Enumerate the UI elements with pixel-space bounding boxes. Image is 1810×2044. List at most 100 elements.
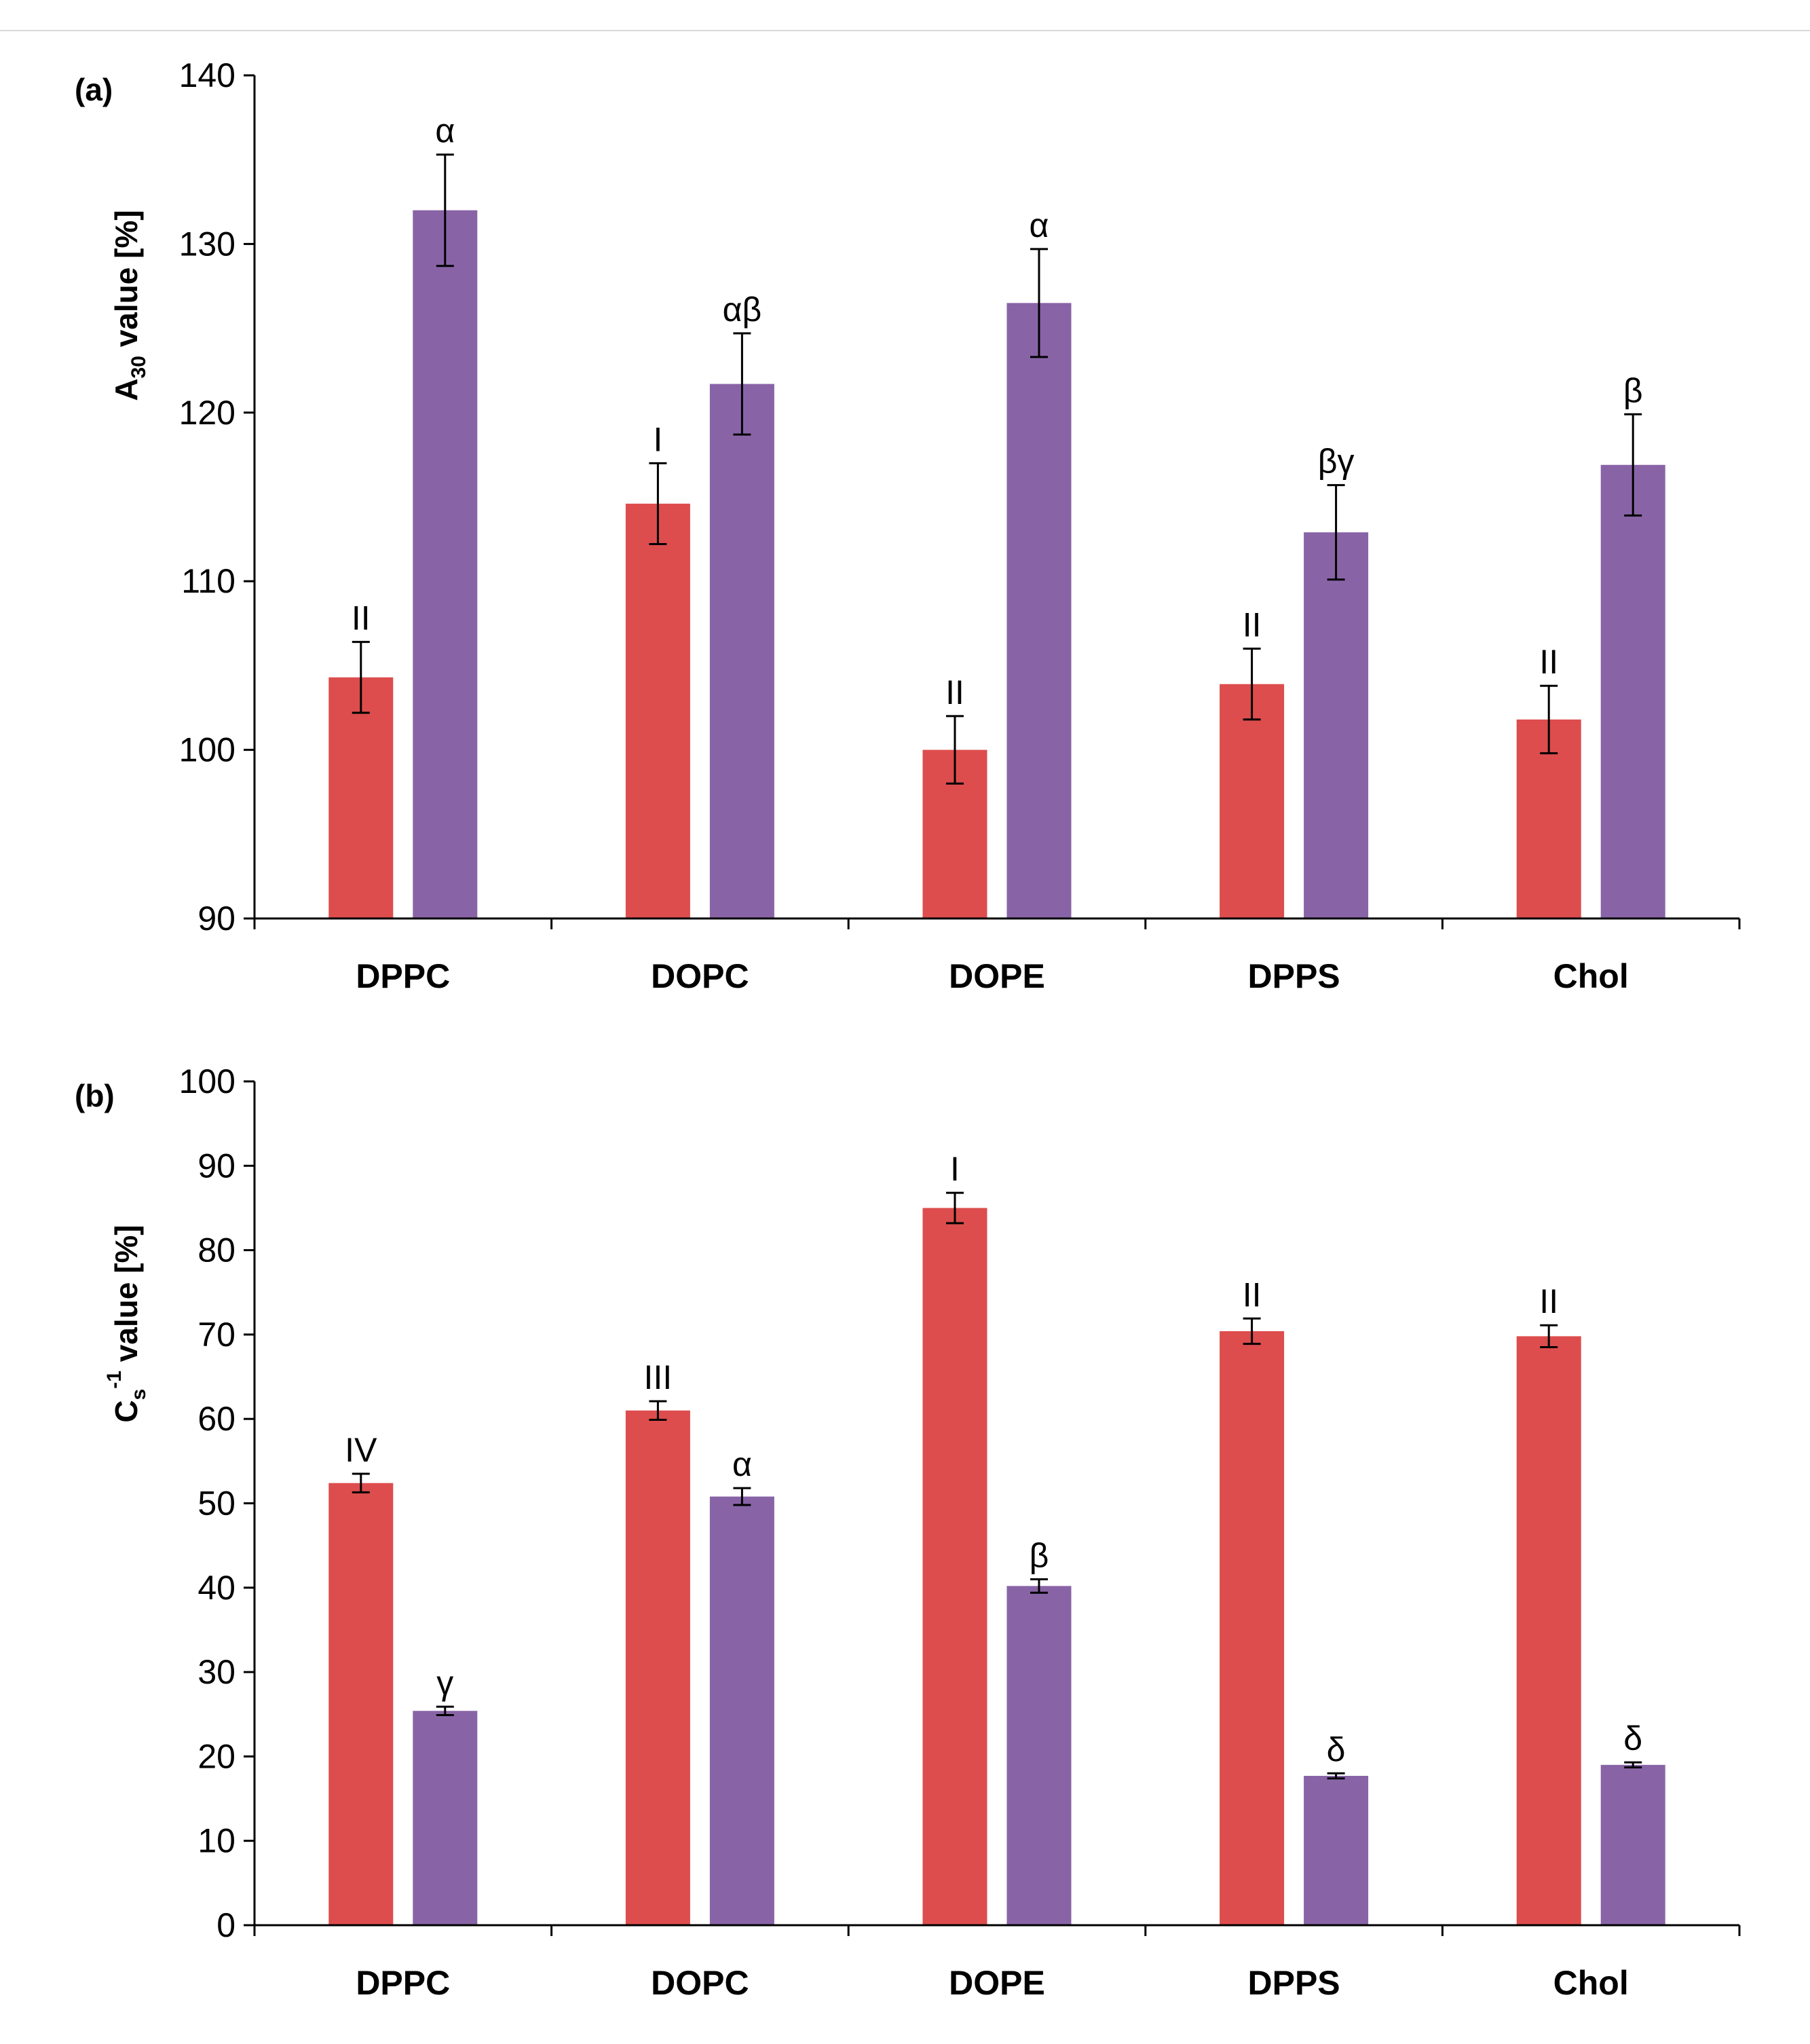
bar-dppc-series-2 (413, 1711, 478, 1925)
y-axis-title: A30 value [%] (109, 210, 150, 401)
error-bar (352, 1472, 370, 1493)
x-category-label: DOPE (949, 1964, 1045, 2002)
significance-label: III (644, 1358, 673, 1396)
x-category-label: DPPC (356, 1964, 450, 2002)
significance-label: α (1030, 206, 1049, 244)
y-tick-label: 30 (197, 1653, 235, 1691)
significance-label: I (653, 420, 662, 458)
y-tick-label: 10 (197, 1822, 235, 1860)
bar-dpps-series-2 (1304, 532, 1369, 918)
error-bar (1243, 648, 1261, 721)
error-bar (1327, 1772, 1345, 1780)
y-tick-label: 0 (216, 1906, 235, 1944)
x-category-label: DOPE (949, 957, 1045, 995)
bar-dopc-series-1 (625, 1410, 690, 1925)
error-bar (1540, 684, 1558, 755)
significance-label: II (1539, 643, 1558, 681)
y-axis-title: Cs-1 value [%] (103, 1225, 150, 1422)
significance-label: II (1539, 1282, 1558, 1320)
bar-dppc-series-1 (328, 1483, 394, 1925)
error-bar (1624, 413, 1642, 517)
error-bar (733, 1487, 751, 1506)
significance-label: δ (1327, 1730, 1346, 1768)
significance-label: β (1623, 371, 1643, 409)
panel-label: (a) (75, 72, 113, 107)
error-bar (946, 715, 964, 785)
error-bar (1540, 1324, 1558, 1349)
y-tick-label: 40 (197, 1569, 235, 1607)
y-tick-label: 100 (179, 1062, 235, 1100)
x-category-label: DOPC (651, 1964, 749, 2002)
significance-label: I (950, 1150, 960, 1188)
error-bar (1030, 1578, 1048, 1594)
significance-label: δ (1623, 1720, 1642, 1758)
significance-label: α (435, 112, 455, 150)
y-axis-title-subscript: s (128, 1389, 150, 1400)
error-bar (1624, 1761, 1642, 1769)
bar-chol-series-1 (1516, 1336, 1581, 1925)
x-category-label: Chol (1553, 1964, 1629, 2002)
significance-label: IV (345, 1431, 377, 1469)
bar-dppc-series-2 (413, 210, 478, 919)
y-tick-label: 130 (179, 225, 235, 263)
bar-dpps-series-1 (1220, 684, 1285, 918)
significance-label: β (1030, 1536, 1049, 1574)
significance-label: βγ (1318, 443, 1355, 481)
bar-dope-series-2 (1006, 1586, 1072, 1925)
error-bar (1030, 248, 1048, 358)
x-category-label: DPPC (356, 957, 450, 995)
x-category-label: DPPS (1248, 957, 1340, 995)
error-bar (436, 153, 454, 267)
error-bar (436, 1705, 454, 1716)
top-divider-rule (0, 30, 1810, 31)
bar-dppc-series-1 (328, 677, 394, 918)
y-tick-label: 90 (197, 1147, 235, 1185)
bar-dopc-series-2 (709, 384, 774, 918)
y-axis-title-main: C (109, 1400, 144, 1422)
bar-dope-series-1 (922, 1208, 987, 1925)
y-tick-label: 90 (197, 899, 235, 937)
bar-dpps-series-1 (1220, 1331, 1285, 1925)
error-bar (1327, 484, 1345, 581)
x-category-label: DPPS (1248, 1964, 1340, 2002)
x-category-label: DOPC (651, 957, 749, 995)
panel-label: (b) (75, 1078, 115, 1113)
x-category-label: Chol (1553, 957, 1629, 995)
error-bar (1243, 1317, 1261, 1345)
error-bar (946, 1191, 964, 1225)
bar-dopc-series-1 (625, 503, 690, 918)
significance-label: II (352, 599, 371, 637)
bar-dope-series-2 (1006, 303, 1072, 919)
y-axis-title-main: A (109, 378, 144, 401)
bar-dpps-series-2 (1304, 1775, 1369, 1925)
y-tick-label: 20 (197, 1737, 235, 1775)
significance-label: II (945, 673, 964, 711)
y-axis-title-rest: value [%] (109, 1225, 144, 1371)
y-axis-title-subscript: 30 (128, 356, 150, 378)
significance-label: α (732, 1445, 752, 1483)
bar-chol-series-2 (1600, 1764, 1665, 1925)
error-bar (649, 462, 667, 546)
significance-label: γ (436, 1664, 453, 1702)
significance-label: II (1243, 1276, 1262, 1314)
y-tick-label: 140 (179, 56, 235, 94)
y-tick-label: 50 (197, 1485, 235, 1523)
error-bar (649, 1400, 667, 1421)
significance-label: II (1243, 606, 1262, 644)
bar-dopc-series-2 (709, 1496, 774, 1925)
y-tick-label: 100 (179, 731, 235, 769)
y-axis-title-superscript: -1 (103, 1371, 126, 1389)
y-tick-label: 110 (181, 562, 235, 600)
y-tick-label: 70 (197, 1316, 235, 1354)
y-tick-label: 80 (197, 1231, 235, 1269)
y-tick-label: 60 (197, 1400, 235, 1438)
bar-chol-series-2 (1600, 464, 1665, 918)
y-tick-label: 120 (179, 394, 235, 432)
error-bar (733, 332, 751, 436)
error-bar (352, 641, 370, 714)
